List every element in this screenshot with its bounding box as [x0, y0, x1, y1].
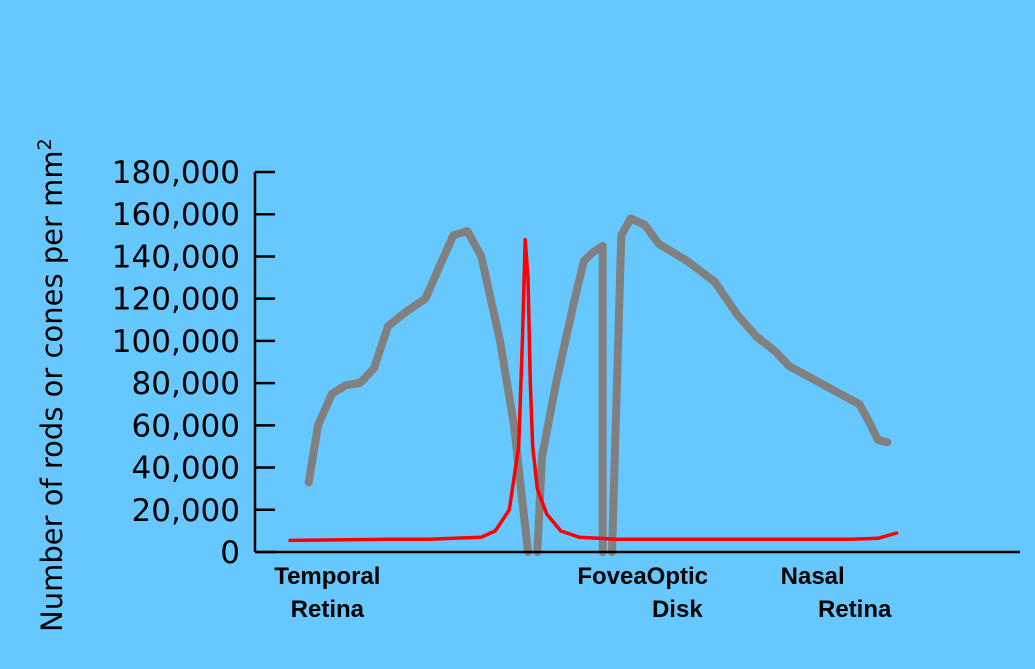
y-tick-label: 80,000 — [132, 366, 240, 402]
region-label: Optic — [647, 563, 708, 590]
region-label: Nasal — [781, 563, 845, 590]
region-label: Disk — [652, 596, 703, 623]
y-tick-label: 140,000 — [112, 239, 240, 275]
y-tick-label: 100,000 — [112, 324, 240, 360]
rods-series-line — [304, 227, 532, 556]
region-labels: Temporal Retina Fovea Optic Disk Nasal Retina — [274, 563, 892, 623]
region-label: Temporal — [274, 563, 380, 590]
y-tick-label: 120,000 — [112, 282, 240, 318]
y-tick-label: 60,000 — [132, 408, 240, 444]
y-tick-label: 40,000 — [132, 451, 240, 487]
series-layer — [288, 214, 899, 556]
y-axis-label: Number of rods or cones per mm2 — [34, 138, 69, 632]
region-label: Retina — [818, 596, 892, 623]
y-tick-label: 0 — [220, 535, 240, 571]
cones-series-line — [288, 237, 899, 543]
region-label: Fovea — [577, 563, 647, 590]
y-tick-label: 20,000 — [132, 493, 240, 529]
axes-layer — [253, 172, 1020, 554]
y-tick-label: 160,000 — [112, 197, 240, 233]
rods-series-line — [608, 214, 892, 556]
rods-series-line — [533, 241, 607, 556]
y-tick-label: 180,000 — [112, 155, 240, 191]
region-label: Retina — [291, 596, 365, 623]
y-ticks: 0 20,000 40,000 60,000 80,000 100,000 120,000 1… — [112, 155, 275, 571]
